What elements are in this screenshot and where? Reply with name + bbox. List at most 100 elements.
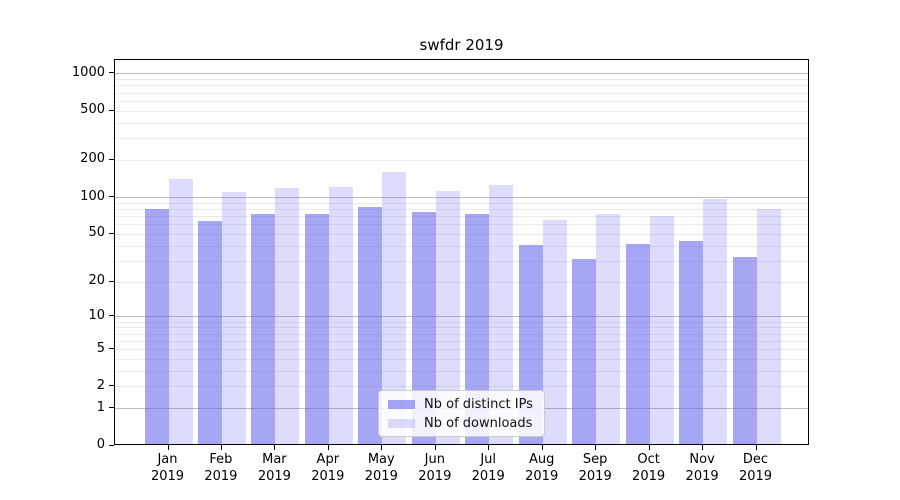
y-tick-mark — [109, 385, 114, 387]
x-tick-mark — [434, 445, 436, 450]
x-tick-label: Jan 2019 — [150, 452, 185, 484]
legend: Nb of distinct IPs Nb of downloads — [378, 390, 545, 437]
gridline-minor — [115, 159, 808, 161]
chart-title: swfdr 2019 — [419, 36, 504, 54]
bar-downloads — [542, 220, 567, 444]
y-tick-label: 20 — [88, 273, 105, 288]
x-tick-mark — [381, 445, 383, 450]
gridline-minor — [115, 100, 808, 102]
gridline-minor — [115, 349, 808, 350]
y-tick-mark — [109, 407, 114, 409]
gridline-minor — [115, 260, 808, 262]
bar-downloads — [703, 199, 728, 444]
x-tick-label: Dec 2019 — [738, 452, 773, 484]
bar-downloads — [649, 216, 674, 444]
bar-downloads — [596, 213, 621, 444]
bar-distinct-ips — [572, 259, 597, 444]
gridline-minor — [115, 138, 808, 140]
gridline-major — [115, 316, 808, 318]
y-tick-mark — [109, 196, 114, 197]
gridline-minor — [115, 208, 808, 210]
legend-swatch-distinct-ips — [388, 399, 415, 409]
gridline-minor — [115, 122, 808, 124]
bar-downloads — [275, 188, 300, 444]
plot-area — [114, 59, 809, 445]
gridline-minor — [115, 233, 808, 235]
bar-distinct-ips — [732, 257, 757, 444]
y-tick-label: 5 — [96, 340, 105, 356]
x-tick-label: Aug 2019 — [525, 452, 559, 484]
x-tick-mark — [488, 445, 490, 450]
gridline-major — [115, 73, 808, 75]
gridline-major — [115, 197, 808, 198]
legend-item-distinct-ips: Nb of distinct IPs — [388, 397, 535, 412]
x-tick-mark — [167, 445, 169, 450]
x-tick-mark — [595, 445, 597, 450]
y-tick-mark — [109, 444, 114, 446]
y-tick-label: 1 — [96, 399, 105, 415]
x-tick-mark — [648, 445, 650, 450]
gridline-minor — [115, 358, 808, 360]
y-tick-label: 1000 — [71, 64, 105, 80]
bar-downloads — [221, 192, 246, 444]
gridline-minor — [115, 333, 808, 335]
x-tick-mark — [541, 445, 543, 450]
x-tick-label: Apr 2019 — [311, 452, 345, 484]
gridline-minor — [115, 340, 808, 342]
x-tick-label: Feb 2019 — [204, 452, 238, 484]
x-tick-label: Jul 2019 — [471, 452, 505, 484]
bar-downloads — [328, 187, 353, 444]
y-tick-mark — [109, 158, 114, 160]
x-tick-label: Nov 2019 — [685, 452, 719, 484]
gridline-minor — [115, 281, 808, 283]
bar-distinct-ips — [625, 244, 650, 444]
x-tick-label: Mar 2019 — [257, 452, 291, 484]
x-tick-mark — [274, 445, 276, 450]
bar-downloads — [756, 208, 781, 444]
y-tick-label: 200 — [80, 151, 105, 167]
legend-swatch-downloads — [388, 418, 415, 428]
x-tick-label: Sep 2019 — [578, 452, 612, 484]
x-tick-mark — [220, 445, 222, 450]
bar-distinct-ips — [304, 214, 329, 444]
bar-distinct-ips — [197, 220, 222, 444]
x-tick-mark — [702, 445, 704, 450]
gridline-minor — [115, 224, 808, 226]
gridline-minor — [115, 321, 808, 323]
y-tick-label: 2 — [96, 377, 105, 393]
x-tick-mark — [327, 445, 329, 450]
gridline-minor — [115, 327, 808, 329]
y-tick-mark — [109, 72, 114, 74]
y-tick-label: 10 — [88, 307, 105, 323]
y-tick-mark — [109, 280, 114, 282]
legend-label-downloads: Nb of downloads — [424, 415, 533, 431]
bar-distinct-ips — [144, 208, 169, 444]
bar-downloads — [168, 178, 193, 444]
legend-item-downloads: Nb of downloads — [388, 416, 535, 431]
gridline-minor — [115, 386, 808, 388]
y-tick-label: 0 — [96, 437, 105, 452]
y-tick-mark — [109, 232, 114, 234]
y-tick-mark — [109, 348, 114, 349]
gridline-minor — [115, 202, 808, 204]
y-tick-mark — [109, 109, 114, 111]
gridline-minor — [115, 92, 808, 94]
gridline-minor — [115, 215, 808, 217]
y-tick-mark — [109, 315, 114, 317]
gridline-minor — [115, 110, 808, 112]
y-tick-label: 500 — [80, 102, 105, 118]
gridline-minor — [115, 370, 808, 372]
gridline-minor — [115, 245, 808, 247]
legend-label-distinct-ips: Nb of distinct IPs — [424, 396, 533, 412]
gridline-minor — [115, 85, 808, 87]
x-tick-label: May 2019 — [364, 452, 398, 484]
x-tick-mark — [755, 445, 757, 450]
x-tick-label: Oct 2019 — [632, 452, 666, 484]
bar-distinct-ips — [679, 241, 704, 444]
y-tick-label: 50 — [88, 225, 105, 241]
gridline-minor — [115, 79, 808, 81]
x-tick-label: Jun 2019 — [418, 452, 452, 484]
bar-distinct-ips — [251, 213, 276, 444]
y-tick-label: 100 — [80, 188, 105, 204]
